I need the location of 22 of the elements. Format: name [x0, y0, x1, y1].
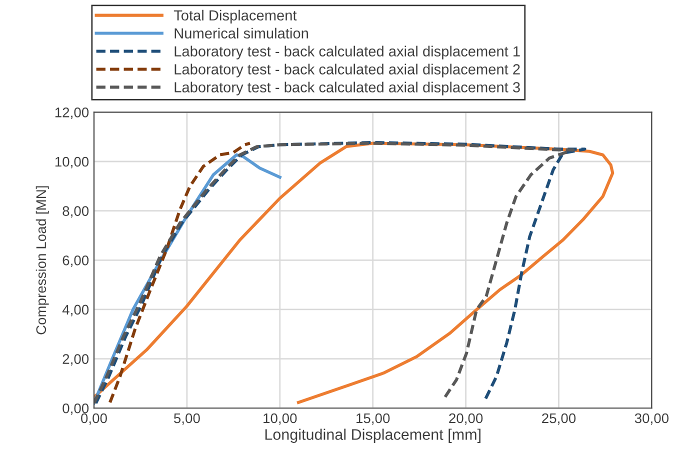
- x-tick-label: 10,00: [264, 413, 297, 425]
- y-tick-label: 10,00: [55, 156, 89, 168]
- y-tick-label: 6,00: [62, 255, 89, 267]
- y-tick-label: 12,00: [55, 108, 89, 119]
- y-tick-label: 4,00: [62, 304, 89, 316]
- y-axis-title: Compression Load [MN]: [36, 186, 49, 334]
- legend-label: Total Displacement: [174, 10, 297, 24]
- line-series: [108, 142, 252, 404]
- y-tick-label: 0,00: [62, 403, 89, 415]
- x-axis-title: Longitudinal Displacement [mm]: [265, 428, 480, 443]
- y-tick-label: 2,00: [62, 354, 89, 366]
- x-tick-label: 15,00: [356, 413, 390, 425]
- x-tick-label: 30,00: [634, 413, 669, 425]
- legend-label: Numerical simulation: [174, 28, 308, 39]
- y-tick-label: 8,00: [62, 206, 89, 218]
- x-tick-label: 5,00: [174, 413, 200, 425]
- legend-label: Laboratory test - back calculated axial displacement 2: [174, 64, 520, 78]
- legend-label: Laboratory test - back calculated axial displacement 1: [174, 46, 520, 60]
- legend-label: Laboratory test - back calculated axial displacement 3: [174, 82, 520, 96]
- x-tick-label: 25,00: [542, 413, 576, 425]
- x-tick-label: 20,00: [449, 413, 483, 425]
- x-tick-label: 0,00: [81, 413, 107, 425]
